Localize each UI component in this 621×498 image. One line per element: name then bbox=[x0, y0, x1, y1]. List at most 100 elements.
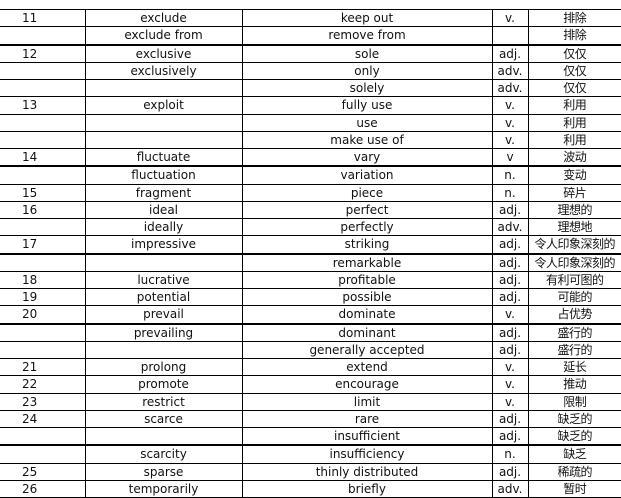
table-row: 20 prevail dominate v. 占优势 bbox=[0, 305, 621, 324]
part-of-speech-cell: adv. bbox=[491, 78, 529, 98]
synonym-cell: extend bbox=[241, 357, 493, 377]
word-cell: lucrative bbox=[84, 270, 243, 290]
word-cell bbox=[84, 427, 243, 446]
table-row: 25 sparse thinly distributed adj. 稀疏的 bbox=[0, 462, 621, 481]
entry-number-cell: 16 bbox=[0, 200, 86, 220]
entry-number-cell bbox=[0, 217, 86, 237]
part-of-speech-cell: v. bbox=[491, 357, 529, 377]
chinese-meaning-cell: 缺乏的 bbox=[527, 427, 621, 446]
part-of-speech-cell: adj. bbox=[491, 270, 529, 290]
synonym-cell: use bbox=[241, 113, 493, 132]
word-cell: ideally bbox=[84, 217, 243, 237]
entry-number-cell: 13 bbox=[0, 96, 86, 115]
table-row: 19 potential possible adj. 可能的 bbox=[0, 287, 621, 307]
table-row: 21 prolong extend v. 延长 bbox=[0, 357, 621, 377]
word-cell: exclusively bbox=[84, 61, 243, 81]
part-of-speech-cell: v bbox=[491, 148, 529, 167]
entry-number-cell: 14 bbox=[0, 148, 86, 167]
word-cell: exclude bbox=[84, 8, 243, 28]
entry-number-cell bbox=[0, 340, 86, 360]
synonym-cell: profitable bbox=[241, 270, 493, 290]
part-of-speech-cell: v. bbox=[491, 113, 529, 132]
part-of-speech-cell: adj. bbox=[491, 200, 529, 220]
synonym-cell: encourage bbox=[241, 375, 493, 394]
chinese-meaning-cell: 限制 bbox=[527, 392, 621, 411]
entry-number-cell: 12 bbox=[0, 43, 86, 63]
table-row: exclude from remove from 排除 bbox=[0, 26, 621, 45]
entry-number-cell bbox=[0, 78, 86, 98]
chinese-meaning-cell: 仅仅 bbox=[527, 61, 621, 81]
entry-number-cell bbox=[0, 26, 86, 45]
entry-number-cell bbox=[0, 444, 86, 464]
table-row: 24 scarce rare adj. 缺乏的 bbox=[0, 409, 621, 429]
table-row: 13 exploit fully use v. 利用 bbox=[0, 96, 621, 115]
word-cell: exclude from bbox=[84, 26, 243, 45]
table-row: scarcity insufficiency n. 缺乏 bbox=[0, 444, 621, 464]
table-row: 26 temporarily briefly adv. 暂时 bbox=[0, 479, 621, 498]
entry-number-cell: 25 bbox=[0, 462, 86, 481]
word-cell: temporarily bbox=[84, 479, 243, 498]
table-row: insufficient adj. 缺乏的 bbox=[0, 427, 621, 446]
chinese-meaning-cell: 利用 bbox=[527, 113, 621, 132]
table-row: solely adv. 仅仅 bbox=[0, 78, 621, 98]
chinese-meaning-cell: 理想的 bbox=[527, 200, 621, 220]
part-of-speech-cell: adj. bbox=[491, 322, 529, 342]
word-cell: potential bbox=[84, 287, 243, 307]
table-row: generally accepted adj. 盛行的 bbox=[0, 340, 621, 360]
entry-number-cell: 22 bbox=[0, 375, 86, 394]
chinese-meaning-cell: 推动 bbox=[527, 375, 621, 394]
entry-number-cell bbox=[0, 113, 86, 132]
part-of-speech-cell: n. bbox=[491, 444, 529, 464]
part-of-speech-cell: adj. bbox=[491, 427, 529, 446]
synonym-cell: remarkable bbox=[241, 252, 493, 272]
synonym-cell: rare bbox=[241, 409, 493, 429]
synonym-cell: insufficient bbox=[241, 427, 493, 446]
table-row: prevailing dominant adj. 盛行的 bbox=[0, 322, 621, 342]
table-row: 16 ideal perfect adj. 理想的 bbox=[0, 200, 621, 220]
part-of-speech-cell bbox=[491, 26, 529, 45]
word-cell: sparse bbox=[84, 462, 243, 481]
chinese-meaning-cell: 利用 bbox=[527, 130, 621, 150]
synonym-cell: vary bbox=[241, 148, 493, 167]
synonym-cell: fully use bbox=[241, 96, 493, 115]
entry-number-cell: 23 bbox=[0, 392, 86, 411]
chinese-meaning-cell: 排除 bbox=[527, 8, 621, 28]
word-cell: fluctuate bbox=[84, 148, 243, 167]
word-cell: fragment bbox=[84, 183, 243, 202]
table-row: ideally perfectly adv. 理想地 bbox=[0, 217, 621, 237]
synonym-cell: make use of bbox=[241, 130, 493, 150]
word-cell bbox=[84, 340, 243, 360]
part-of-speech-cell: v. bbox=[491, 96, 529, 115]
chinese-meaning-cell: 理想地 bbox=[527, 217, 621, 237]
entry-number-cell: 17 bbox=[0, 235, 86, 254]
table-row: 22 promote encourage v. 推动 bbox=[0, 375, 621, 394]
table-row: use v. 利用 bbox=[0, 113, 621, 132]
chinese-meaning-cell: 延长 bbox=[527, 357, 621, 377]
chinese-meaning-cell: 利用 bbox=[527, 96, 621, 115]
table-row: fluctuation variation n. 变动 bbox=[0, 165, 621, 185]
chinese-meaning-cell: 盛行的 bbox=[527, 340, 621, 360]
chinese-meaning-cell: 稀疏的 bbox=[527, 462, 621, 481]
chinese-meaning-cell: 暂时 bbox=[527, 479, 621, 498]
synonym-cell: sole bbox=[241, 43, 493, 63]
chinese-meaning-cell: 排除 bbox=[527, 26, 621, 45]
table-row: 18 lucrative profitable adj. 有利可图的 bbox=[0, 270, 621, 290]
chinese-meaning-cell: 有利可图的 bbox=[527, 270, 621, 290]
entry-number-cell: 15 bbox=[0, 183, 86, 202]
entry-number-cell bbox=[0, 427, 86, 446]
part-of-speech-cell: v. bbox=[491, 375, 529, 394]
part-of-speech-cell: v. bbox=[491, 8, 529, 28]
word-cell: fluctuation bbox=[84, 165, 243, 185]
synonym-cell: only bbox=[241, 61, 493, 81]
chinese-meaning-cell: 仅仅 bbox=[527, 78, 621, 98]
part-of-speech-cell: adj. bbox=[491, 340, 529, 360]
entry-number-cell: 24 bbox=[0, 409, 86, 429]
chinese-meaning-cell: 缺乏 bbox=[527, 444, 621, 464]
part-of-speech-cell: v. bbox=[491, 305, 529, 324]
chinese-meaning-cell: 仅仅 bbox=[527, 43, 621, 63]
word-cell: scarce bbox=[84, 409, 243, 429]
synonym-cell: keep out bbox=[241, 8, 493, 28]
part-of-speech-cell: v. bbox=[491, 130, 529, 150]
word-cell bbox=[84, 113, 243, 132]
part-of-speech-cell: adv. bbox=[491, 217, 529, 237]
